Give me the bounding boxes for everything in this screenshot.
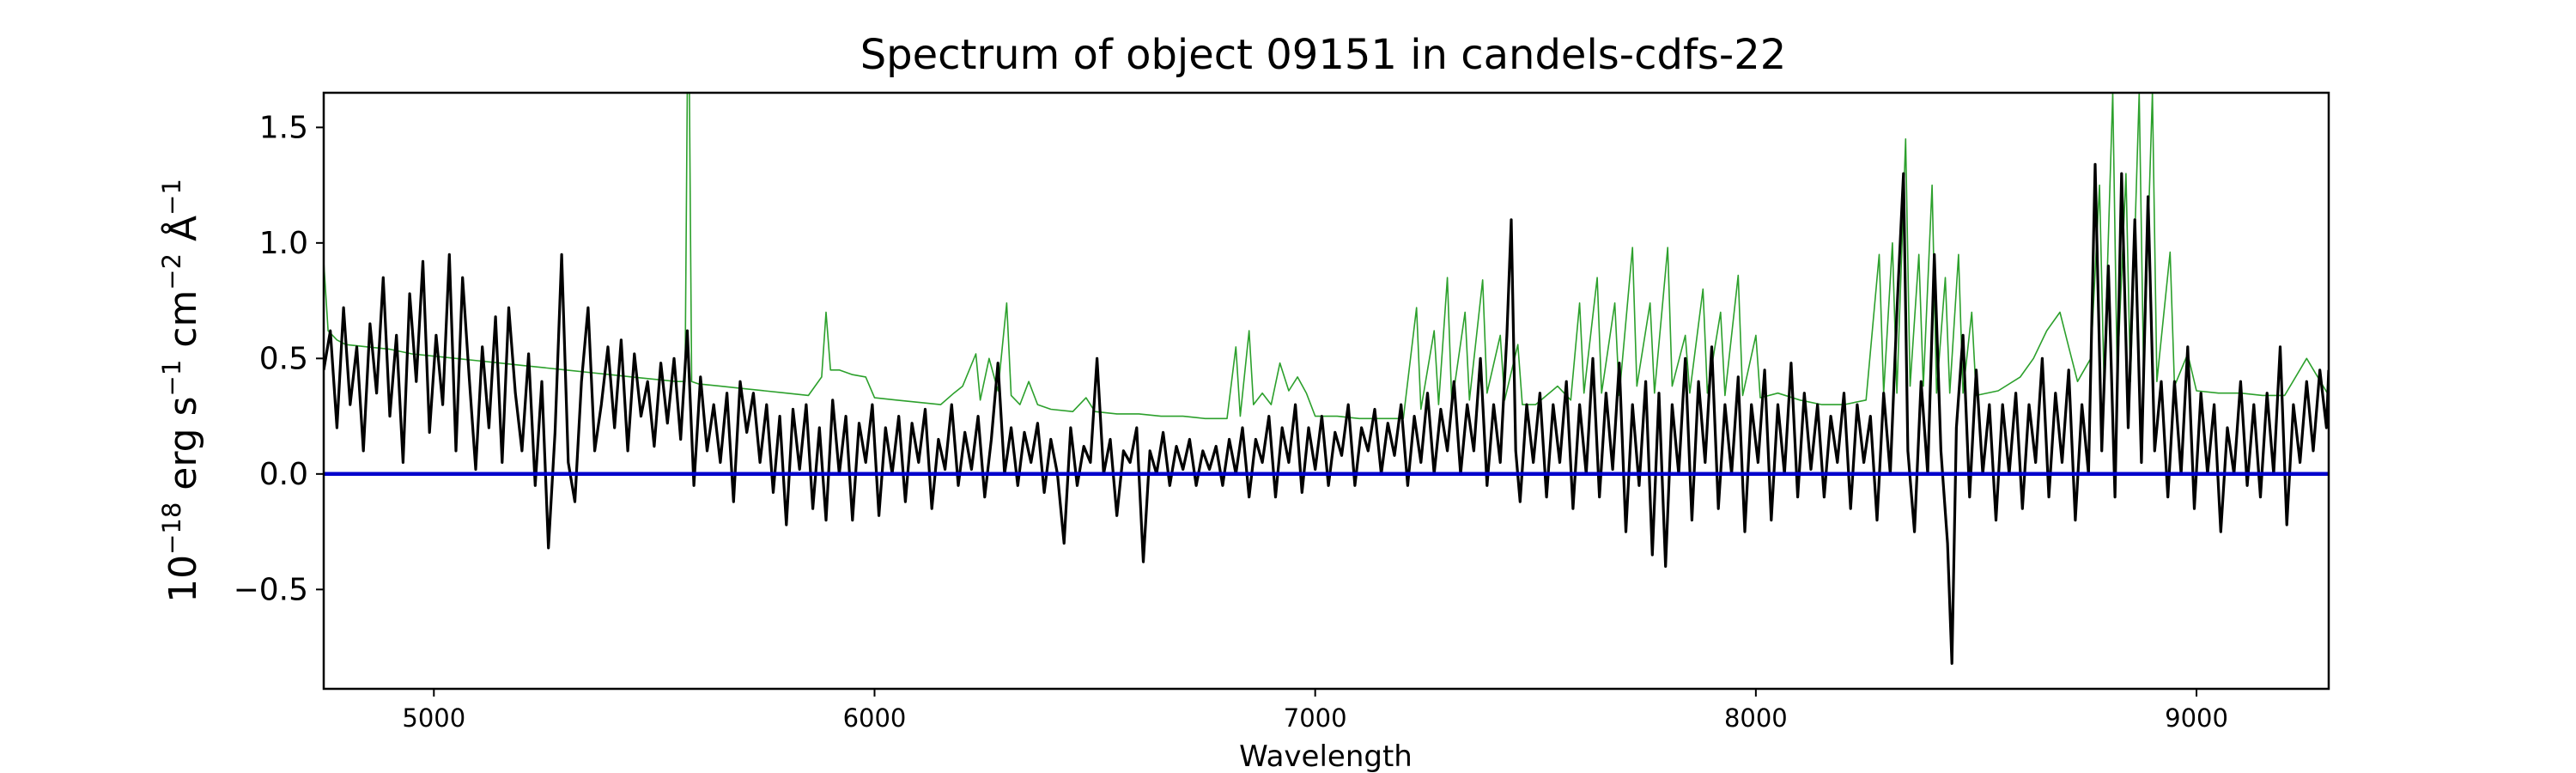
y-label-exp4: −1	[157, 179, 186, 216]
chart-title: Spectrum of object 09151 in candels-cdfs…	[860, 31, 1787, 79]
y-label-unit1: erg s	[161, 396, 205, 502]
x-tick-label: 8000	[1724, 703, 1788, 733]
y-label-unit2: cm	[161, 290, 205, 360]
y-label-base: 10	[161, 555, 205, 603]
x-tick-label: 6000	[843, 703, 907, 733]
series-line-spectrum	[324, 162, 2329, 666]
y-tick-label: 1.0	[259, 226, 308, 261]
series-line-model	[324, 93, 2329, 420]
y-label-unit3: Å	[160, 216, 205, 253]
series-layer	[324, 93, 2329, 666]
y-tick-label: 1.5	[259, 110, 308, 145]
x-axis-label: Wavelength	[1239, 740, 1413, 773]
y-axis-label: 10−18 erg s−1 cm−2 Å−1	[157, 179, 205, 603]
plot-area	[322, 91, 2330, 691]
y-label-exp2: −1	[157, 360, 186, 397]
y-label-exp1: −18	[157, 502, 186, 555]
y-axis: −0.5 0.0 0.5 1.0 1.5	[234, 110, 324, 607]
y-tick-label: 0.0	[259, 457, 308, 492]
x-axis: 5000 6000 7000 8000 9000	[402, 689, 2228, 733]
x-tick-label: 5000	[402, 703, 465, 733]
x-tick-label: 9000	[2165, 703, 2228, 733]
plot-frame	[322, 91, 2330, 691]
x-tick-label: 7000	[1284, 703, 1347, 733]
y-tick-label: −0.5	[234, 572, 308, 607]
y-tick-label: 0.5	[259, 341, 308, 376]
y-label-exp3: −2	[157, 253, 186, 290]
